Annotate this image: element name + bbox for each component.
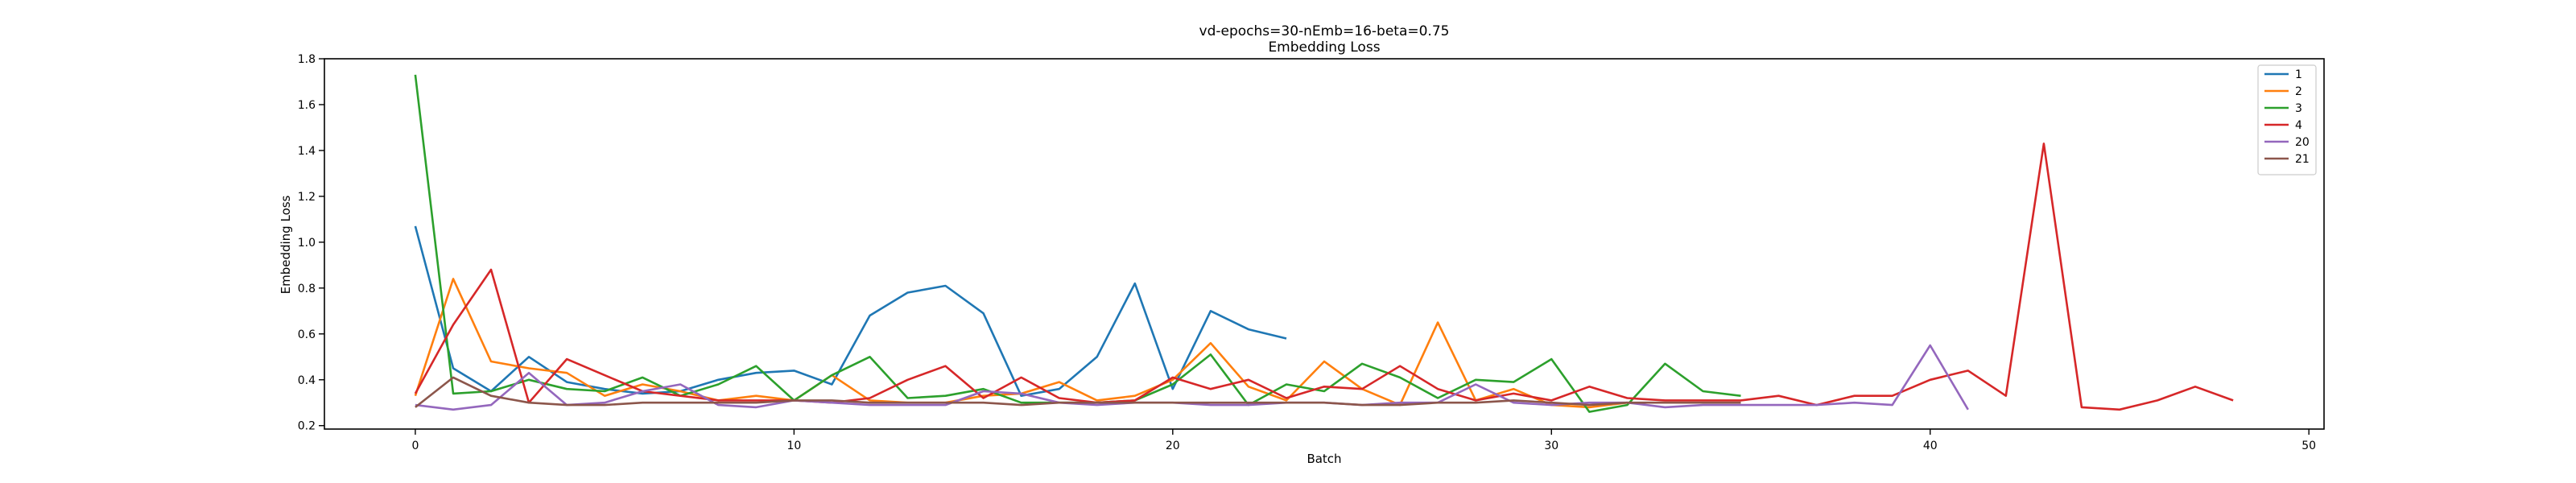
y-tick-label: 1.8 xyxy=(298,53,316,66)
chart-subtitle: Embedding Loss xyxy=(1268,39,1380,56)
x-axis-label: Batch xyxy=(1307,452,1341,466)
y-tick-label: 1.6 xyxy=(298,99,316,112)
x-tick-label: 20 xyxy=(1166,440,1180,452)
x-tick-label: 10 xyxy=(786,440,801,452)
y-tick-label: 0.6 xyxy=(298,328,316,341)
legend-label-21: 21 xyxy=(2295,153,2310,166)
legend-label-1: 1 xyxy=(2295,68,2302,81)
x-tick-label: 50 xyxy=(2301,440,2316,452)
x-tick-label: 0 xyxy=(411,440,419,452)
legend-label-3: 3 xyxy=(2295,102,2302,115)
y-tick-label: 0.2 xyxy=(298,420,316,433)
series-line-21 xyxy=(415,376,1741,408)
legend-label-4: 4 xyxy=(2295,119,2302,132)
y-tick-label: 1.0 xyxy=(298,237,316,250)
legend xyxy=(2257,64,2317,175)
series-line-4 xyxy=(414,142,2234,411)
chart-title: vd-epochs=30-nEmb=16-beta=0.75 xyxy=(1199,23,1450,39)
plot-frame xyxy=(324,58,2325,430)
series-line-1 xyxy=(414,225,1287,398)
y-tick-label: 0.4 xyxy=(298,374,316,387)
series-line-20 xyxy=(415,344,1969,411)
y-tick-label: 0.8 xyxy=(298,283,316,295)
plot-area: 0 10 20 30 40 50 0.2 0.4 0.6 0.8 1.0 1.2 1.4 1.6 1.8 1 2… xyxy=(298,53,2325,452)
y-tick-label: 1.4 xyxy=(298,145,316,158)
x-tick-label: 30 xyxy=(1544,440,1558,452)
y-tick-label: 1.2 xyxy=(298,191,316,204)
y-axis-label: Embedding Loss xyxy=(279,195,293,294)
x-tick-label: 40 xyxy=(1923,440,1938,452)
series-line-3 xyxy=(414,74,1741,413)
legend-label-20: 20 xyxy=(2295,136,2310,149)
legend-label-2: 2 xyxy=(2295,85,2302,98)
